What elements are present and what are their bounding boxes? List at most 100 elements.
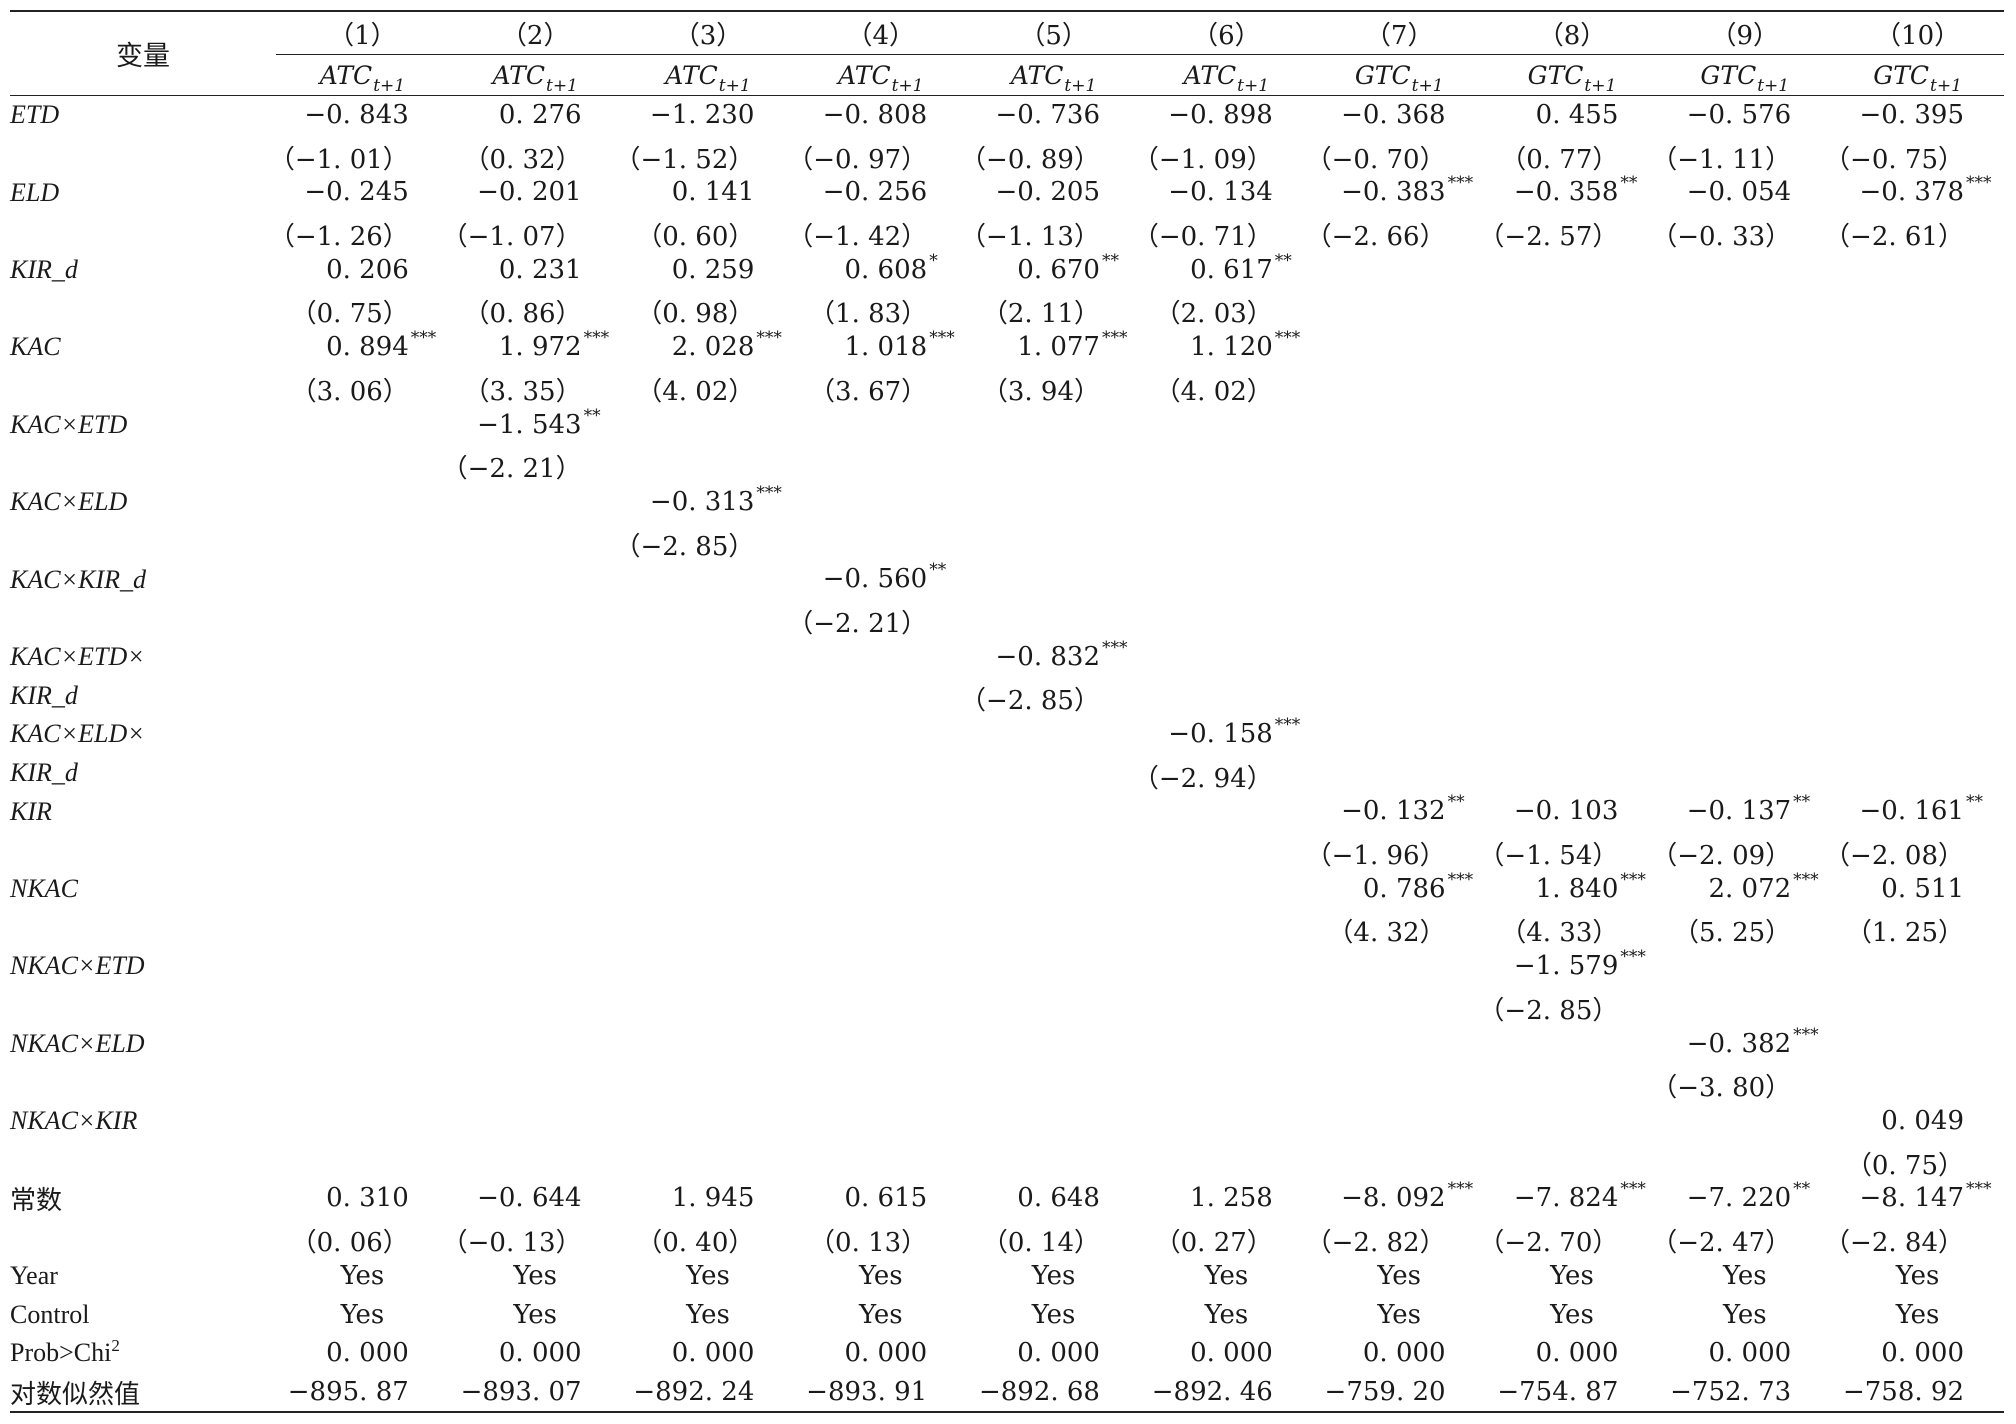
table-row: KAC 0. 894 *** 1. 972 *** 2. 028 *** 1. 018 *** 1… — [10, 328, 2004, 367]
table-cell: Yes — [449, 1295, 622, 1334]
table-cell — [276, 986, 449, 1025]
table-cell — [276, 1102, 449, 1141]
cell-value: （−1. 13） — [960, 222, 1100, 253]
table-cell — [276, 676, 449, 715]
table-cell — [276, 947, 449, 986]
cell-value: 0. 000 — [498, 1338, 582, 1368]
cell-value: （0. 32） — [463, 144, 582, 175]
cell-value: （−2. 85） — [1478, 995, 1619, 1026]
table-cell — [1658, 560, 1831, 599]
row-label: NKAC — [10, 870, 276, 909]
table-cell — [1313, 947, 1486, 986]
table-cell: Yes — [967, 1257, 1140, 1296]
significance-stars: *** — [1101, 328, 1128, 349]
cell-value: 0. 648 — [1017, 1183, 1100, 1214]
column-number: （4） — [794, 11, 968, 55]
table-cell: −893. 07 — [449, 1373, 622, 1413]
table-cell: 1. 120 *** — [1140, 328, 1313, 367]
row-label — [10, 908, 276, 947]
cell-value: （−1. 54） — [1478, 841, 1619, 872]
cell-value: −1. 230 — [649, 100, 755, 130]
table-cell — [449, 676, 622, 715]
table-cell — [622, 754, 795, 793]
cell-value: （4. 02） — [636, 376, 755, 407]
cell-value: （0. 75） — [290, 299, 409, 330]
table-row: （0. 06） （−0. 13） （0. 40） （0. 13） （0. 14） （0. … — [10, 1218, 2004, 1258]
cell-value: −0. 395 — [1859, 100, 1964, 130]
row-label: ETD — [10, 96, 276, 135]
table-cell — [967, 599, 1140, 638]
table-row: （0. 75） （0. 86） （0. 98） （1. 83） （2. 11） （2. 0… — [10, 289, 2004, 330]
column-number: （9） — [1658, 11, 1832, 55]
table-row: KIR −0. 132 ** −0. 103 −0. 137 ** −0. 161 ** — [10, 792, 2004, 831]
table-cell — [449, 947, 622, 986]
table-cell — [1313, 251, 1486, 290]
table-cell: −7. 824 *** — [1486, 1179, 1659, 1218]
table-row: （−2. 21） — [10, 444, 2004, 485]
significance-stars: *** — [410, 328, 437, 349]
table-cell: 0. 000 — [276, 1334, 449, 1373]
table-cell — [449, 599, 622, 638]
table-cell: −895. 87 — [276, 1373, 449, 1413]
table-cell — [1486, 754, 1659, 793]
cell-value: Yes — [1031, 1299, 1076, 1330]
table-cell — [1313, 1102, 1486, 1141]
table-cell: −0. 201 — [449, 173, 622, 212]
table-cell: （−1. 96） — [1306, 831, 1486, 871]
table-cell — [794, 1141, 967, 1180]
cell-value: 1. 972 — [498, 332, 582, 363]
table-row: KAC×ETD× −0. 832 *** — [10, 638, 2004, 677]
table-cell — [1831, 638, 2004, 677]
table-cell: （−2. 09） — [1651, 831, 1831, 871]
table-cell: 0. 455 — [1486, 96, 1659, 135]
cell-value: −0. 383 — [1341, 177, 1446, 208]
cell-value: 0. 141 — [671, 177, 755, 208]
table-cell — [794, 522, 967, 561]
table-row: NKAC×ETD −1. 579 *** — [10, 947, 2004, 986]
significance-stars: *** — [1447, 869, 1474, 890]
cell-value: −892. 68 — [978, 1376, 1100, 1407]
cell-value: 2. 028 — [671, 332, 755, 363]
table-cell — [622, 676, 795, 715]
table-cell — [622, 870, 795, 909]
table-cell — [967, 754, 1140, 793]
row-label-text: 常数 — [10, 1186, 63, 1216]
table-cell — [1140, 483, 1313, 522]
cell-value: 0. 615 — [844, 1183, 928, 1214]
table-cell — [1658, 947, 1831, 986]
row-label — [10, 367, 276, 406]
table-cell — [276, 560, 449, 599]
table-cell — [449, 1141, 622, 1180]
table-cell: 0. 231 — [449, 251, 622, 290]
table-row: KIR_d 0. 206 0. 231 0. 259 0. 608 * 0. 670 ** 0.… — [10, 251, 2004, 290]
cell-value: （−1. 11） — [1651, 144, 1792, 175]
table-cell — [1658, 638, 1831, 677]
table-cell: Yes — [1140, 1295, 1313, 1334]
dependent-variable-header: ATCt+1 — [448, 54, 622, 96]
table-cell: 0. 000 — [1658, 1334, 1831, 1373]
table-cell — [1486, 367, 1659, 406]
table-cell — [1831, 406, 2004, 445]
row-label: KAC — [10, 328, 276, 367]
table-cell: （0. 98） — [622, 289, 795, 329]
table-cell — [1140, 676, 1313, 715]
table-cell — [967, 560, 1140, 599]
table-cell: （2. 03） — [1140, 289, 1313, 329]
table-cell — [967, 947, 1140, 986]
significance-stars: ** — [1793, 1179, 1811, 1200]
row-label — [10, 444, 276, 483]
significance-stars: *** — [1620, 1179, 1646, 1200]
table-cell: （3. 67） — [794, 367, 967, 407]
table-cell — [1140, 1025, 1313, 1064]
cell-value: 1. 120 — [1190, 332, 1273, 363]
table-cell — [276, 870, 449, 909]
cell-value: （−2. 21） — [441, 454, 582, 485]
cell-value: Yes — [858, 1260, 903, 1291]
table-cell: −8. 092 *** — [1313, 1179, 1486, 1218]
table-cell — [1831, 483, 2004, 522]
cell-value: 0. 786 — [1362, 873, 1446, 904]
table-cell: −893. 91 — [794, 1373, 967, 1413]
cell-value: 0. 000 — [1017, 1338, 1100, 1368]
table-cell: −0. 644 — [449, 1179, 622, 1218]
table-cell — [1831, 367, 2004, 406]
